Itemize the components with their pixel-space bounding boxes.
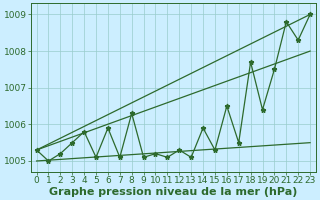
X-axis label: Graphe pression niveau de la mer (hPa): Graphe pression niveau de la mer (hPa) [49, 187, 298, 197]
